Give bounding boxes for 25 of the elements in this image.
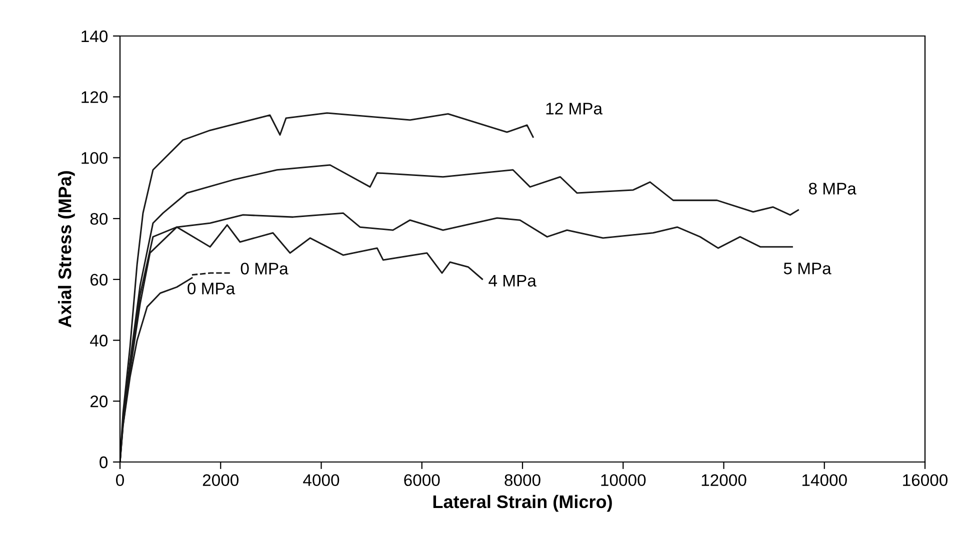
x-axis-title: Lateral Strain (Micro) [433, 494, 612, 512]
x-tick-label: 6000 [404, 474, 440, 486]
y-tick-label: 60 [90, 274, 108, 286]
y-tick-label: 140 [82, 30, 108, 42]
series-label: 5 MPa [784, 262, 832, 274]
x-tick-label: 16000 [903, 474, 948, 486]
y-tick-label: 120 [82, 91, 108, 104]
series-label: 12 MPa [546, 102, 603, 114]
y-tick-label: 40 [90, 334, 108, 346]
x-tick-label: 4000 [303, 474, 340, 486]
series-label: 0 MPa [188, 282, 236, 294]
series-label: 8 MPa [808, 182, 856, 195]
x-tick-label: 2000 [202, 474, 239, 486]
y-tick-label: 100 [82, 152, 108, 164]
x-tick-label: 10000 [601, 474, 646, 486]
x-tick-label: 0 [116, 474, 124, 486]
y-tick-label: 80 [90, 212, 108, 225]
y-tick-label: 0 [100, 456, 108, 468]
y-axis-title: Axial Stress (MPa) [58, 171, 75, 328]
x-tick-label: 14000 [802, 474, 847, 486]
y-tick-label: 20 [90, 396, 108, 408]
series-label: 0 MPa [240, 262, 288, 275]
series-label: 4 MPa [488, 274, 536, 287]
x-tick-label: 12000 [702, 474, 746, 486]
x-tick-label: 8000 [504, 474, 540, 486]
